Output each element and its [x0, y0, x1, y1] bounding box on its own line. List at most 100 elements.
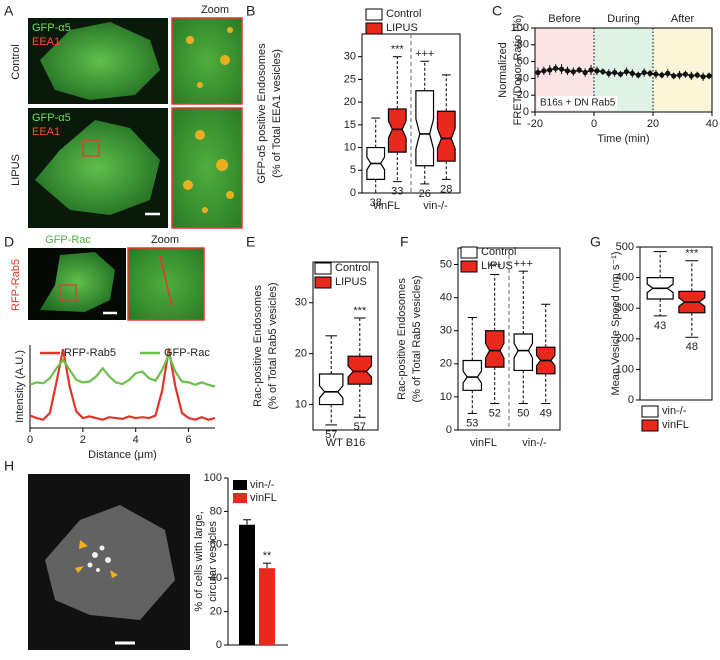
- plot-frame: [534, 27, 713, 113]
- marker: [617, 71, 624, 77]
- panel-letter: D: [4, 234, 14, 250]
- panel-letter: G: [590, 234, 601, 250]
- marker: [564, 68, 571, 74]
- n-label: 38: [370, 197, 382, 209]
- y-tick-label: 60: [517, 56, 529, 68]
- marker: [665, 70, 671, 76]
- panel-letter: C: [492, 3, 502, 19]
- zoom-label: Zoom: [151, 234, 179, 246]
- stain-label: GFP-Rac: [45, 234, 91, 246]
- n-label: 48: [686, 341, 698, 353]
- y-tick-label: 10: [344, 141, 356, 153]
- marker: [623, 69, 630, 75]
- box: [513, 333, 534, 372]
- n-label: 57: [325, 429, 337, 441]
- legend-label: vin-/-: [250, 479, 275, 491]
- y-tick-label: 30: [440, 325, 452, 337]
- marker: [547, 67, 553, 73]
- y-tick-label: 0: [523, 106, 529, 118]
- y-axis-label: (% of Total Rab5 vesicles): [411, 276, 423, 403]
- legend-swatch: [641, 419, 659, 432]
- legend-label: vin-/-: [662, 405, 687, 417]
- vesicles: [183, 27, 234, 213]
- y-tick-label: 20: [517, 89, 529, 101]
- marker: [541, 68, 547, 74]
- x-tick-label: 0: [27, 434, 33, 446]
- marker: [635, 72, 641, 78]
- vesicles: [87, 545, 111, 572]
- series-line: [29, 348, 216, 421]
- legend-swatch: [641, 405, 659, 418]
- n-label: 57: [354, 421, 366, 433]
- stain-label: GFP-α5: [32, 22, 71, 34]
- annotation-box: [537, 96, 617, 110]
- marker: [671, 73, 677, 79]
- legend-swatch: [314, 262, 332, 275]
- legend-swatch: [460, 260, 478, 273]
- y-tick-label: 40: [440, 292, 452, 304]
- row-label: Control: [10, 44, 22, 79]
- x-axis-label: Distance (μm): [88, 449, 157, 461]
- legend-label: LIPUS: [481, 260, 513, 272]
- x-tick-label: 20: [647, 118, 659, 130]
- legend-swatch: [365, 8, 383, 21]
- legend-label: GFP-Rac: [164, 347, 210, 359]
- n-label: 26: [419, 188, 431, 200]
- y-axis-label: Rac-positive Endosomes: [252, 285, 264, 407]
- significance: ***: [391, 44, 405, 56]
- legend-label: RFP-Rab5: [64, 347, 116, 359]
- marker: [694, 72, 700, 78]
- legend-swatch: [233, 480, 247, 490]
- marker: [629, 70, 635, 76]
- stain-label: EEA1: [32, 126, 60, 138]
- panel-letter: F: [400, 234, 409, 250]
- y-tick-label: 20: [295, 348, 307, 360]
- region-label: After: [671, 13, 695, 25]
- marker: [535, 69, 541, 76]
- y-axis-label: GFP-α5 positive Endosomes: [256, 43, 268, 184]
- y-tick-label: 10: [440, 391, 452, 403]
- legend-label: LIPUS: [335, 276, 367, 288]
- x-tick-label: vin-/-: [522, 437, 547, 449]
- marker: [653, 71, 659, 77]
- y-tick-label: 40: [210, 572, 222, 584]
- y-tick-label: 40: [517, 72, 529, 84]
- x-axis-label: Time (min): [597, 133, 649, 145]
- y-tick-label: 0: [446, 424, 452, 436]
- cell: [40, 22, 160, 100]
- x-tick-label: WT B16: [326, 437, 366, 449]
- y-tick-label: 80: [210, 505, 222, 517]
- stain-label: EEA1: [32, 36, 60, 48]
- legend-swatch: [314, 276, 332, 289]
- box: [484, 330, 505, 368]
- n-label: 28: [440, 183, 452, 195]
- box: [318, 373, 344, 406]
- legend-label: vinFL: [250, 492, 277, 504]
- y-axis-label: (% of Total Rab5 vesicles): [267, 283, 279, 410]
- y-tick-label: 400: [616, 272, 634, 284]
- y-tick-label: 25: [344, 73, 356, 85]
- box: [436, 110, 456, 162]
- marker: [582, 69, 588, 76]
- series-line: [29, 352, 216, 388]
- y-tick-label: 100: [616, 363, 634, 375]
- x-tick-label: 40: [706, 118, 718, 130]
- y-axis-label: Normalized: [497, 42, 509, 98]
- marker: [688, 73, 694, 79]
- y-tick-label: 0: [350, 187, 356, 199]
- significance: ***: [685, 248, 699, 260]
- box: [462, 359, 483, 391]
- marker: [600, 69, 606, 75]
- n-label: 49: [540, 407, 552, 419]
- x-tick-label: vinFL: [470, 437, 497, 449]
- y-tick-label: 0: [628, 394, 634, 406]
- n-label: 50: [517, 407, 529, 419]
- plot-frame: [312, 261, 379, 431]
- y-tick-label: 100: [511, 22, 529, 34]
- legend-label: Control: [481, 246, 516, 258]
- y-tick-label: 20: [344, 96, 356, 108]
- y-axis-label: % of cells with large,: [193, 511, 205, 611]
- y-axis-label: circular ves icles: [207, 521, 219, 602]
- legend-label: Control: [335, 262, 370, 274]
